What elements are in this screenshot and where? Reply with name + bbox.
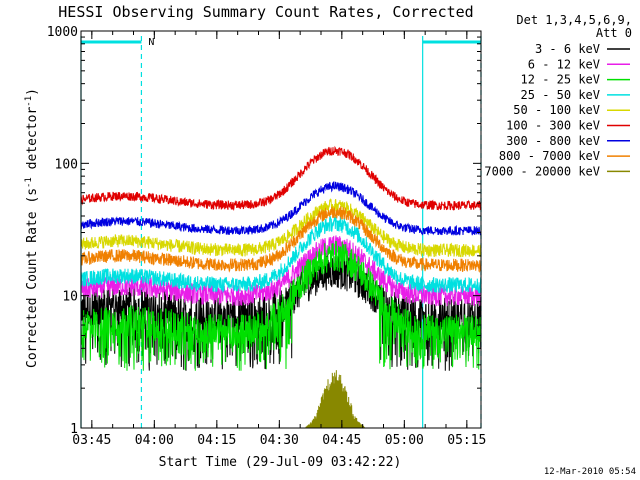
y-tick-label: 1 xyxy=(70,422,78,437)
plot-frame xyxy=(80,30,482,429)
x-tick-label: 04:00 xyxy=(135,433,174,448)
y-tick-label: 100 xyxy=(55,157,78,172)
plot-area: N xyxy=(80,36,482,429)
y-axis-label: Corrected Count Rate (s-1 detector-1) xyxy=(24,88,40,368)
y-axis: 1 10 100 1000 xyxy=(47,25,481,437)
series-line xyxy=(305,370,365,429)
series-line xyxy=(80,180,482,236)
y-tick-label: 10 xyxy=(62,290,78,305)
legend-label: 7000 - 20000 keV xyxy=(484,164,600,178)
legend-header-line2: Att 0 xyxy=(596,26,632,40)
series-line xyxy=(80,145,482,212)
legend-header-line1: Det 1,3,4,5,6,9, xyxy=(516,13,632,27)
legend-label: 800 - 7000 keV xyxy=(499,149,600,163)
y-tick-label: 1000 xyxy=(47,25,78,40)
legend-label: 50 - 100 keV xyxy=(513,103,600,117)
x-tick-label: 04:15 xyxy=(197,433,236,448)
footer-date: 12-Mar-2010 05:54 xyxy=(544,467,636,477)
legend-label: 12 - 25 keV xyxy=(521,73,600,87)
series-line xyxy=(80,215,482,294)
series-line xyxy=(80,197,482,259)
legend-label: 300 - 800 keV xyxy=(506,134,600,148)
legend-label: 25 - 50 keV xyxy=(521,88,600,102)
x-axis-label: Start Time (29-Jul-09 03:42:22) xyxy=(159,455,402,470)
legend-label: 6 - 12 keV xyxy=(528,57,600,71)
series-line xyxy=(80,240,482,371)
legend-label: 100 - 300 keV xyxy=(506,119,600,133)
x-axis: 03:45 04:00 04:15 04:30 04:45 05:00 05:15 xyxy=(72,31,486,448)
x-tick-label: 04:45 xyxy=(322,433,361,448)
chart-title: HESSI Observing Summary Count Rates, Cor… xyxy=(58,3,473,21)
x-tick-label: 03:45 xyxy=(72,433,111,448)
x-tick-label: 05:00 xyxy=(385,433,424,448)
series-line xyxy=(80,206,482,273)
x-tick-label: 04:30 xyxy=(260,433,299,448)
night-flag: N xyxy=(148,37,154,48)
x-tick-label: 05:15 xyxy=(447,433,486,448)
legend-label: 3 - 6 keV xyxy=(535,42,600,56)
